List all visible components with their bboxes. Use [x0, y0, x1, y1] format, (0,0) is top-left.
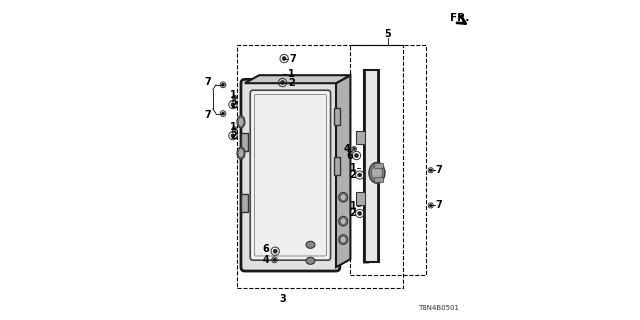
Circle shape	[231, 103, 235, 107]
Ellipse shape	[371, 165, 383, 180]
Circle shape	[355, 154, 358, 157]
Text: FR.: FR.	[450, 12, 469, 23]
Text: 6: 6	[346, 150, 353, 161]
Circle shape	[273, 249, 277, 253]
Polygon shape	[245, 75, 351, 83]
Circle shape	[221, 83, 225, 86]
Text: 4: 4	[344, 144, 351, 154]
Ellipse shape	[237, 147, 245, 159]
Bar	[364, 70, 366, 262]
Polygon shape	[336, 75, 351, 267]
Circle shape	[353, 148, 355, 150]
Text: 7: 7	[204, 77, 211, 87]
Bar	[374, 163, 383, 168]
Ellipse shape	[339, 235, 348, 244]
Text: 7: 7	[289, 53, 296, 64]
Circle shape	[234, 128, 236, 130]
Text: 1: 1	[230, 90, 237, 100]
Text: 6: 6	[262, 244, 269, 254]
Ellipse shape	[238, 149, 244, 158]
Circle shape	[273, 259, 276, 261]
Text: 2: 2	[230, 100, 237, 110]
Circle shape	[429, 204, 432, 207]
Text: 7: 7	[435, 165, 442, 175]
FancyBboxPatch shape	[255, 94, 326, 256]
Text: 2: 2	[349, 208, 356, 219]
Circle shape	[221, 112, 225, 115]
Ellipse shape	[238, 117, 244, 126]
Circle shape	[282, 57, 286, 60]
Ellipse shape	[369, 163, 385, 183]
Text: 7: 7	[204, 110, 211, 120]
Bar	[356, 131, 365, 144]
Circle shape	[358, 212, 362, 215]
Ellipse shape	[340, 218, 346, 224]
Text: 2: 2	[230, 131, 237, 141]
Ellipse shape	[339, 216, 348, 226]
Circle shape	[358, 173, 362, 177]
Text: 7: 7	[435, 200, 442, 211]
Bar	[241, 133, 248, 151]
Bar	[334, 157, 340, 175]
Ellipse shape	[237, 116, 245, 128]
Text: 4: 4	[262, 255, 269, 265]
Polygon shape	[364, 70, 378, 262]
Circle shape	[429, 169, 432, 172]
Bar	[364, 70, 379, 262]
Ellipse shape	[339, 193, 348, 202]
Text: 3: 3	[280, 294, 287, 304]
FancyBboxPatch shape	[250, 90, 331, 260]
Bar	[334, 108, 340, 125]
Bar	[366, 70, 376, 262]
Ellipse shape	[340, 194, 346, 200]
Text: 1: 1	[288, 68, 295, 79]
Ellipse shape	[306, 257, 315, 264]
Ellipse shape	[306, 241, 315, 248]
Bar	[374, 177, 383, 182]
Text: T8N4B0501: T8N4B0501	[418, 305, 459, 311]
Bar	[237, 45, 403, 288]
Bar	[351, 45, 426, 275]
Text: 1: 1	[350, 163, 357, 173]
Text: 2: 2	[349, 170, 356, 180]
FancyBboxPatch shape	[241, 79, 340, 271]
Text: 1: 1	[230, 122, 237, 132]
Text: 1: 1	[350, 201, 357, 212]
Text: 2: 2	[288, 77, 295, 88]
Bar	[241, 194, 248, 212]
Text: 5: 5	[385, 28, 391, 39]
Circle shape	[231, 134, 235, 138]
Ellipse shape	[340, 236, 346, 243]
Circle shape	[234, 97, 236, 99]
Circle shape	[280, 81, 285, 84]
Bar	[376, 70, 379, 262]
Bar	[356, 192, 365, 205]
